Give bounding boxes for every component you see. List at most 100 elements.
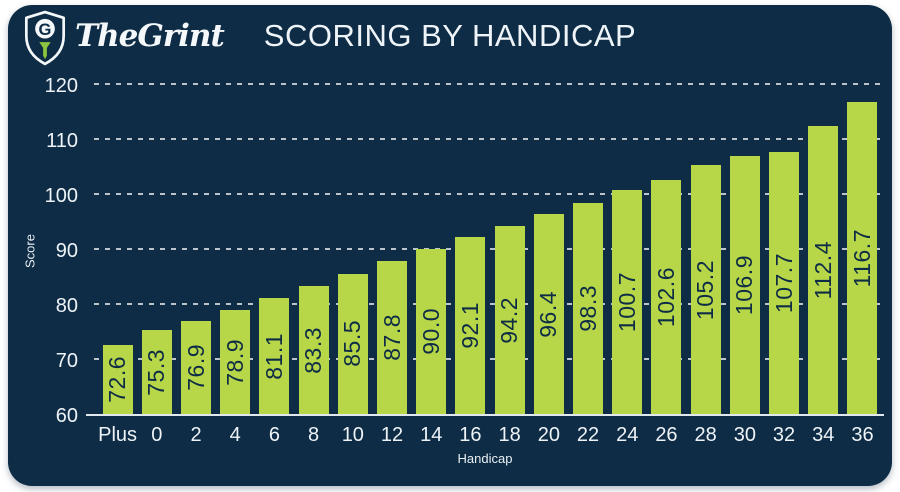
bar-slot: 116.7 [843, 86, 882, 414]
bar: 72.6 [102, 344, 133, 414]
bar-slot: 85.5 [333, 86, 372, 414]
x-tick-label: 10 [341, 424, 364, 446]
bar: 98.3 [573, 203, 604, 414]
bar: 75.3 [141, 329, 172, 414]
y-tick-label: 100 [44, 185, 78, 207]
x-tick-label: 12 [380, 424, 404, 446]
y-tick-label: 110 [46, 130, 78, 152]
bar-value-label: 112.4 [809, 240, 836, 300]
bar-slot: 100.7 [608, 86, 647, 414]
svg-text:G: G [39, 20, 52, 39]
x-tick-label: 20 [537, 424, 560, 446]
y-tick-label: 70 [55, 350, 78, 372]
x-tick-label: 26 [655, 424, 678, 446]
bar: 102.6 [651, 179, 682, 414]
bar-slot: 75.3 [137, 86, 176, 414]
bar: 92.1 [455, 237, 486, 414]
bar-slot: 78.9 [216, 86, 255, 414]
bar-value-label: 107.7 [770, 252, 797, 313]
bar: 94.2 [494, 225, 525, 414]
x-tick-label: 8 [308, 424, 320, 446]
bar-slot: 81.1 [255, 86, 294, 414]
x-tick-label: 4 [229, 424, 241, 446]
bar-value-label: 106.9 [731, 255, 758, 316]
plot-area: 72.6 75.3 76.9 78.9 81.1 83.3 85.5 87.8 90.0 92.1… [86, 83, 884, 416]
bar: 106.9 [729, 156, 760, 414]
bar-value-label: 94.2 [496, 296, 523, 344]
bar-slot: 83.3 [294, 86, 333, 414]
bar: 100.7 [612, 190, 643, 414]
bar-value-label: 102.6 [652, 266, 679, 327]
bar-slot: 87.8 [372, 86, 411, 414]
bar: 112.4 [808, 125, 839, 414]
x-tick-label: 34 [812, 424, 835, 446]
x-tick-label: 22 [576, 424, 600, 446]
bar-value-label: 78.9 [221, 338, 248, 386]
bar-value-label: 72.6 [104, 355, 131, 403]
y-tick-label: 80 [55, 295, 78, 317]
gridline [94, 193, 884, 195]
x-tick-label: 36 [851, 424, 874, 446]
bar-slot: 72.6 [98, 86, 137, 414]
bar-value-label: 75.3 [143, 348, 170, 396]
x-tick-label: 2 [190, 424, 202, 446]
bar-value-label: 76.9 [182, 344, 209, 391]
bar-value-label: 96.4 [535, 290, 562, 338]
bar-value-label: 87.8 [378, 314, 405, 361]
bar-value-label: 116.7 [848, 228, 875, 288]
shield-golf-tee-icon: G [24, 10, 66, 66]
gridline [94, 83, 884, 85]
x-axis-title: Handicap [457, 451, 513, 466]
bar-slot: 106.9 [725, 86, 764, 414]
x-tick-label: 14 [420, 424, 443, 446]
page-title: SCORING BY HANDICAP [263, 18, 637, 53]
x-tick-label: 32 [772, 424, 796, 446]
brand-name: TheGrint [75, 18, 225, 54]
bar-value-label: 105.2 [692, 259, 719, 320]
bar: 90.0 [416, 249, 447, 414]
bar-value-label: 83.3 [300, 326, 327, 374]
bars-container: 72.6 75.3 76.9 78.9 81.1 83.3 85.5 87.8 90.0 92.1… [86, 86, 884, 414]
y-tick-label: 90 [55, 240, 78, 262]
bar-slot: 105.2 [686, 86, 725, 414]
bar: 87.8 [377, 261, 408, 414]
bar-value-label: 85.5 [339, 320, 366, 368]
x-tick-label: Plus [98, 424, 138, 446]
bar-slot: 102.6 [647, 86, 686, 414]
bar: 81.1 [259, 297, 290, 414]
bar: 107.7 [769, 151, 800, 414]
bar-value-label: 81.1 [260, 332, 287, 380]
gridline [94, 248, 884, 250]
bar-slot: 76.9 [176, 86, 215, 414]
bar: 83.3 [298, 285, 329, 414]
bar-value-label: 100.7 [613, 272, 640, 333]
x-tick-label: 6 [268, 424, 280, 446]
bar: 85.5 [337, 273, 368, 414]
bar-slot: 96.4 [529, 86, 568, 414]
x-tick-label: 18 [498, 424, 521, 446]
gridline [94, 358, 884, 360]
bar: 96.4 [533, 213, 564, 414]
bar-slot: 98.3 [568, 86, 607, 414]
x-tick-label: 30 [733, 424, 756, 446]
x-tick-label: 16 [459, 424, 482, 446]
bar: 78.9 [220, 310, 251, 414]
bar-slot: 90.0 [412, 86, 451, 414]
chart-card: G TheGrint SCORING BY HANDICAP Score 60 7… [8, 5, 892, 486]
y-axis-ticks: 60 70 80 90 100 110 120 [8, 75, 78, 427]
bar: 76.9 [181, 321, 211, 414]
bar-slot: 112.4 [804, 86, 843, 414]
y-tick-label: 120 [44, 75, 78, 97]
bar-value-label: 92.1 [456, 302, 483, 350]
bar-slot: 92.1 [451, 86, 490, 414]
thegrint-logo: G TheGrint [22, 9, 225, 67]
gridline [94, 303, 884, 305]
x-tick-label: 24 [616, 424, 639, 446]
bar: 105.2 [690, 165, 721, 414]
bar-slot: 107.7 [764, 86, 803, 414]
bar-value-label: 98.3 [574, 285, 601, 333]
x-tick-label: 0 [151, 424, 163, 446]
x-tick-label: 28 [694, 424, 717, 446]
bar-value-label: 90.0 [417, 308, 444, 355]
